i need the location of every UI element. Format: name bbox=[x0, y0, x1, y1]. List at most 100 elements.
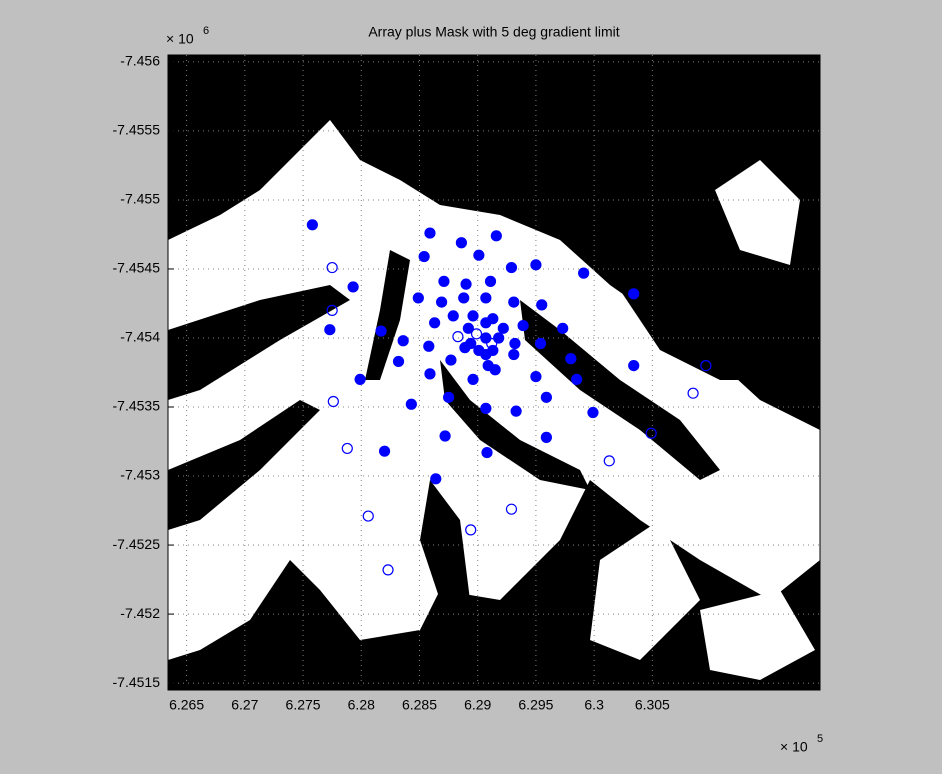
filled-marker bbox=[587, 406, 599, 419]
open-marker bbox=[362, 510, 374, 522]
filled-marker bbox=[565, 353, 577, 365]
filled-marker bbox=[439, 430, 451, 442]
filled-marker bbox=[397, 335, 409, 347]
filled-marker bbox=[412, 292, 424, 304]
filled-marker bbox=[462, 322, 474, 334]
chart-title: Array plus Mask with 5 deg gradient limi… bbox=[368, 24, 619, 40]
x-tick-label: 6.3 bbox=[584, 697, 604, 713]
open-marker bbox=[603, 455, 615, 467]
filled-marker bbox=[628, 288, 640, 300]
filled-marker bbox=[480, 292, 492, 304]
filled-marker bbox=[540, 431, 552, 443]
filled-marker bbox=[534, 337, 547, 350]
filled-marker bbox=[467, 310, 479, 322]
filled-marker bbox=[480, 348, 492, 361]
mask-patch bbox=[590, 520, 700, 660]
x-tick-label: 6.305 bbox=[635, 697, 670, 713]
mask-ridge bbox=[520, 300, 720, 480]
x-scale-exponent: 5 bbox=[817, 733, 823, 745]
filled-marker bbox=[423, 340, 435, 352]
filled-marker bbox=[530, 259, 542, 271]
filled-marker bbox=[458, 292, 470, 304]
filled-marker bbox=[418, 250, 430, 263]
filled-marker bbox=[460, 278, 472, 290]
filled-marker bbox=[509, 337, 521, 350]
filled-marker bbox=[530, 371, 542, 383]
open-marker bbox=[382, 564, 394, 576]
points bbox=[306, 219, 712, 576]
x-tick-label: 6.29 bbox=[464, 697, 491, 713]
y-tick-label: -7.455 bbox=[120, 191, 160, 207]
filled-marker bbox=[493, 332, 505, 344]
filled-marker bbox=[459, 342, 471, 354]
open-marker bbox=[326, 261, 338, 274]
y-tick-label: -7.4525 bbox=[113, 536, 161, 552]
filled-marker bbox=[324, 324, 336, 336]
y-tick-label: -7.4535 bbox=[113, 398, 161, 414]
y-tick-label: -7.4515 bbox=[113, 674, 161, 690]
mask-ridge bbox=[440, 360, 590, 490]
filled-marker bbox=[628, 359, 640, 372]
filled-marker bbox=[375, 325, 387, 337]
mask-ridge bbox=[620, 290, 760, 380]
open-marker bbox=[465, 524, 477, 536]
filled-marker bbox=[480, 402, 492, 414]
open-marker bbox=[687, 387, 699, 399]
mask-ridge bbox=[168, 400, 320, 530]
open-marker bbox=[645, 427, 657, 439]
filled-marker bbox=[430, 473, 442, 485]
mask-ridge bbox=[365, 250, 410, 380]
filled-marker bbox=[392, 355, 405, 368]
filled-marker bbox=[424, 368, 436, 380]
x-tick-label: 6.28 bbox=[348, 697, 375, 713]
open-marker bbox=[486, 337, 498, 350]
filled-marker bbox=[445, 354, 457, 366]
mask-patch bbox=[700, 590, 815, 680]
filled-marker bbox=[306, 219, 318, 231]
x-scale-label: × 10 bbox=[780, 739, 808, 755]
filled-marker bbox=[438, 275, 450, 287]
open-marker bbox=[505, 503, 518, 515]
y-tick-label: -7.454 bbox=[120, 329, 160, 345]
filled-marker bbox=[510, 405, 522, 417]
open-marker bbox=[452, 331, 464, 343]
filled-marker bbox=[508, 348, 520, 361]
filled-marker bbox=[442, 391, 455, 403]
y-tick-label: -7.456 bbox=[120, 53, 160, 69]
filled-marker bbox=[484, 275, 497, 287]
filled-marker bbox=[557, 322, 569, 334]
x-tick-label: 6.275 bbox=[286, 697, 321, 713]
filled-marker bbox=[505, 261, 518, 274]
filled-marker bbox=[429, 317, 441, 329]
filled-marker bbox=[540, 391, 552, 403]
axes-box bbox=[167, 54, 821, 691]
y-tick-label: -7.4545 bbox=[113, 260, 161, 276]
filled-marker bbox=[455, 237, 467, 249]
filled-marker bbox=[578, 267, 590, 279]
x-tick-label: 6.295 bbox=[518, 697, 553, 713]
filled-marker bbox=[489, 364, 501, 376]
mask-ridge bbox=[420, 480, 470, 600]
filled-marker bbox=[571, 373, 583, 386]
y-tick-label: -7.4555 bbox=[113, 122, 161, 138]
filled-marker bbox=[481, 446, 493, 459]
filled-marker bbox=[480, 332, 492, 344]
filled-marker bbox=[467, 373, 479, 386]
filled-marker bbox=[497, 322, 509, 334]
open-marker bbox=[341, 442, 353, 455]
mask-ridge bbox=[168, 285, 350, 400]
filled-marker bbox=[354, 373, 366, 386]
open-marker bbox=[700, 359, 712, 372]
filled-marker bbox=[473, 249, 485, 261]
filled-marker bbox=[424, 227, 436, 239]
y-tick-label: -7.453 bbox=[120, 467, 160, 483]
filled-marker bbox=[436, 296, 448, 308]
filled-marker bbox=[536, 299, 548, 311]
open-marker bbox=[327, 395, 339, 408]
filled-marker bbox=[347, 281, 359, 293]
open-marker bbox=[470, 328, 483, 340]
x-tick-label: 6.265 bbox=[169, 697, 204, 713]
mask-patch bbox=[715, 160, 800, 265]
x-tick-label: 6.27 bbox=[231, 697, 258, 713]
